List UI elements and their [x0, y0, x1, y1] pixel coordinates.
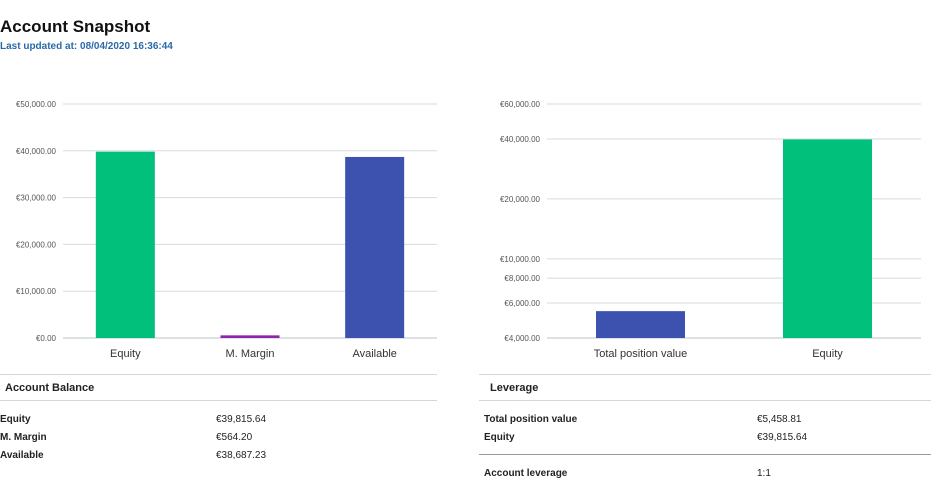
leverage-heading-divider	[479, 400, 931, 401]
balance-chart-category-label: Available	[352, 348, 396, 360]
leverage-top-divider	[479, 374, 931, 375]
leverage-chart-bar	[596, 311, 685, 338]
leverage-equity-label: Equity	[484, 432, 515, 443]
account-leverage-label: Account leverage	[484, 468, 568, 479]
leverage-bar-chart: €4,000.00 €6,000.00 €8,000.00 €10,000.00 €20…	[500, 100, 921, 360]
page-title: Account Snapshot	[0, 17, 151, 36]
leverage-heading: Leverage	[490, 382, 539, 394]
leverage-summary-divider	[479, 454, 931, 455]
balance-chart-bar	[345, 156, 405, 338]
balance-chart-bar	[220, 335, 280, 338]
balance-bar-chart: €0.00 €10,000.00 €20,000.00 €30,000.00 €40,0…	[16, 100, 437, 360]
balance-chart-y-tick-label: €0.00	[36, 334, 57, 343]
leverage-chart-y-tick-label: €10,000.00	[500, 255, 541, 264]
balance-heading-divider	[0, 400, 437, 401]
leverage-chart-category-label: Total position value	[594, 348, 688, 360]
account-balance-heading: Account Balance	[5, 382, 95, 394]
balance-chart-y-tick-label: €50,000.00	[16, 100, 57, 109]
balance-chart-y-tick-label: €20,000.00	[16, 240, 57, 249]
balance-top-divider	[0, 374, 437, 375]
balance-chart-y-tick-label: €10,000.00	[16, 287, 57, 296]
balance-available-label: Available	[0, 450, 44, 461]
account-leverage-value: 1:1	[757, 468, 771, 479]
leverage-chart-y-tick-label: €60,000.00	[500, 100, 541, 109]
leverage-chart-y-tick-label: €4,000.00	[504, 334, 540, 343]
balance-chart-y-tick-label: €30,000.00	[16, 194, 57, 203]
balance-margin-value: €564.20	[216, 432, 253, 443]
leverage-chart-bar	[783, 139, 872, 338]
leverage-position-label: Total position value	[484, 414, 578, 425]
balance-chart-category-label: M. Margin	[226, 348, 275, 360]
balance-equity-label: Equity	[0, 414, 31, 425]
leverage-chart-y-tick-label: €8,000.00	[504, 274, 540, 283]
leverage-chart-y-tick-label: €6,000.00	[504, 299, 540, 308]
balance-chart-bar	[95, 151, 155, 338]
leverage-position-value: €5,458.81	[757, 414, 802, 425]
leverage-chart-category-label: Equity	[812, 348, 843, 360]
leverage-chart-y-tick-label: €40,000.00	[500, 135, 541, 144]
leverage-chart-y-tick-label: €20,000.00	[500, 195, 541, 204]
balance-available-value: €38,687.23	[216, 450, 267, 461]
balance-chart-y-tick-label: €40,000.00	[16, 147, 57, 156]
balance-chart-category-label: Equity	[110, 348, 141, 360]
balance-equity-value: €39,815.64	[216, 414, 267, 425]
balance-margin-label: M. Margin	[0, 432, 47, 443]
leverage-equity-value: €39,815.64	[757, 432, 808, 443]
last-updated-timestamp: Last updated at: 08/04/2020 16:36:44	[0, 41, 173, 52]
